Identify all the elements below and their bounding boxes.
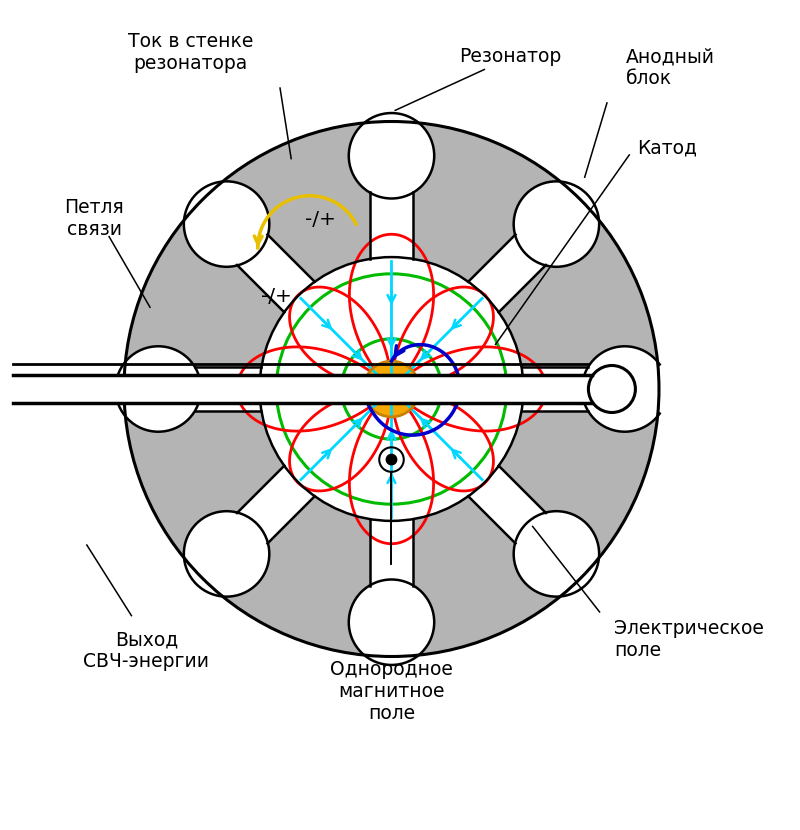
Text: Электрическое
поле: Электрическое поле bbox=[614, 619, 764, 661]
Circle shape bbox=[514, 181, 599, 266]
Text: Петля
связи: Петля связи bbox=[64, 198, 124, 238]
Polygon shape bbox=[370, 519, 413, 586]
Text: -/+: -/+ bbox=[306, 211, 336, 229]
Polygon shape bbox=[194, 368, 262, 411]
Text: Выход
СВЧ-энергии: Выход СВЧ-энергии bbox=[83, 631, 210, 671]
Polygon shape bbox=[237, 466, 314, 544]
Polygon shape bbox=[370, 192, 413, 259]
Circle shape bbox=[349, 579, 434, 665]
Circle shape bbox=[184, 181, 270, 266]
Circle shape bbox=[349, 113, 434, 198]
Circle shape bbox=[124, 121, 659, 657]
Text: Однородное
магнитное
поле: Однородное магнитное поле bbox=[330, 660, 453, 723]
Circle shape bbox=[259, 257, 523, 521]
Circle shape bbox=[386, 454, 397, 465]
Text: Анодный
блок: Анодный блок bbox=[626, 47, 714, 88]
Circle shape bbox=[115, 346, 201, 432]
Polygon shape bbox=[468, 235, 546, 312]
Text: Катод: Катод bbox=[637, 138, 697, 157]
Text: Ток в стенке
резонатора: Ток в стенке резонатора bbox=[128, 32, 254, 73]
Polygon shape bbox=[522, 368, 588, 411]
Circle shape bbox=[184, 511, 270, 597]
Circle shape bbox=[514, 511, 599, 597]
Polygon shape bbox=[237, 235, 314, 312]
Text: -/+: -/+ bbox=[261, 286, 292, 305]
Polygon shape bbox=[468, 466, 546, 544]
Circle shape bbox=[582, 346, 667, 432]
Text: Резонатор: Резонатор bbox=[459, 46, 562, 66]
Circle shape bbox=[364, 361, 419, 417]
